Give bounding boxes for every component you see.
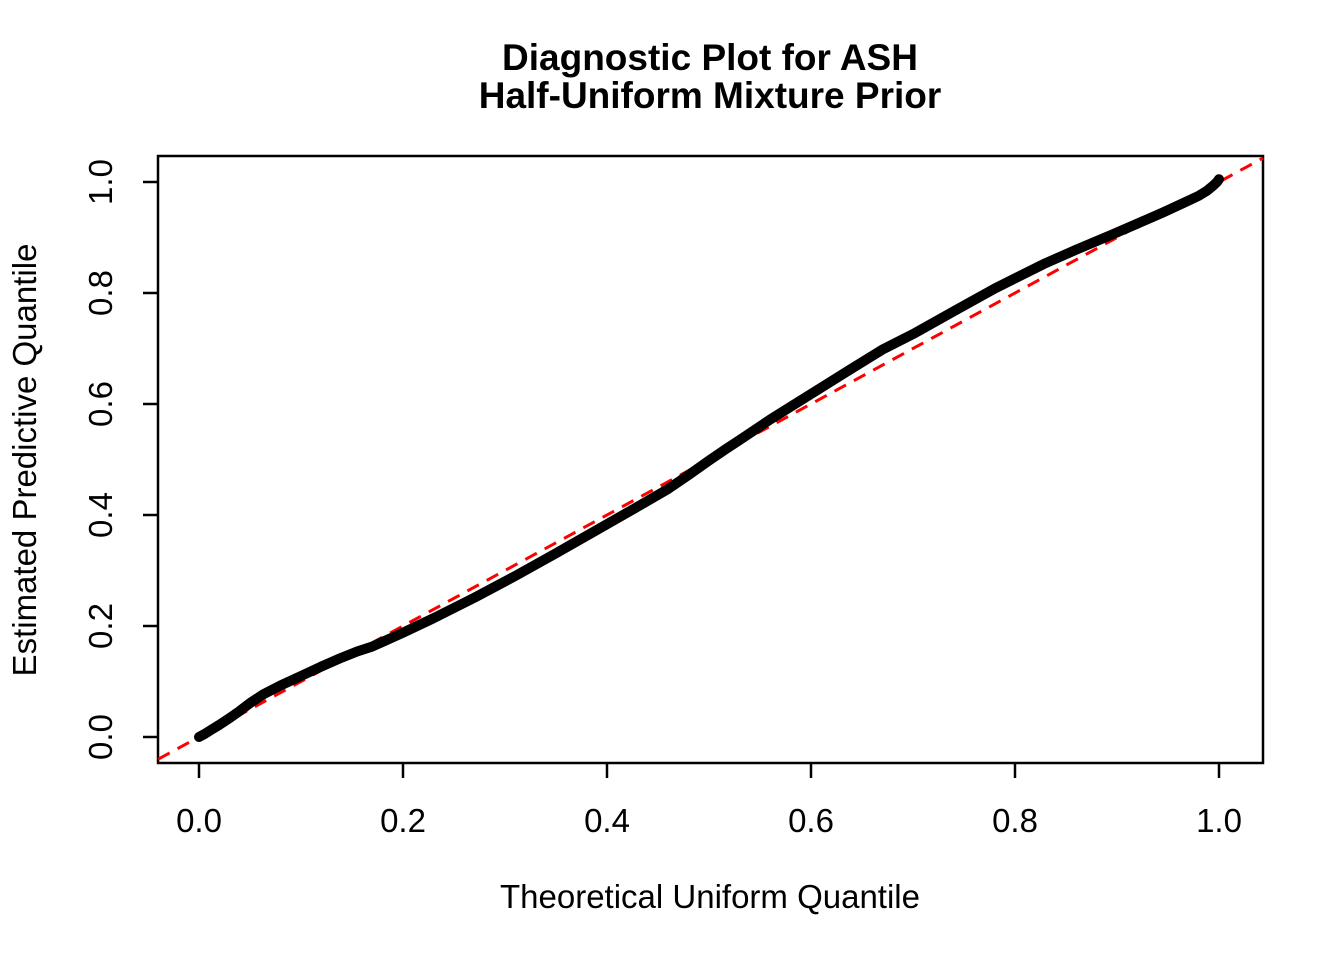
y-tick-label: 0.2 [82, 603, 119, 649]
plot-title-line2: Half-Uniform Mixture Prior [479, 75, 942, 116]
x-tick-label: 0.8 [992, 802, 1038, 839]
y-axis-title: Estimated Predictive Quantile [6, 244, 43, 677]
y-tick-label: 0.4 [82, 492, 119, 538]
y-tick-label: 0.6 [82, 381, 119, 427]
x-tick-label: 0.2 [380, 802, 426, 839]
y-tick-label: 0.8 [82, 270, 119, 316]
plot-title-line1: Diagnostic Plot for ASH [502, 37, 918, 78]
y-tick-label: 1.0 [82, 159, 119, 205]
plot-box [156, 154, 1265, 765]
x-axis-ticks: 0.0 0.2 0.4 0.6 0.8 1.0 [176, 763, 1242, 839]
y-tick-label: 0.0 [82, 714, 119, 760]
qq-curve [194, 174, 1224, 742]
y-axis-ticks: 0.0 0.2 0.4 0.6 0.8 1.0 [82, 159, 158, 760]
x-axis-title: Theoretical Uniform Quantile [500, 878, 920, 915]
x-tick-label: 0.6 [788, 802, 834, 839]
x-tick-label: 0.0 [176, 802, 222, 839]
x-tick-label: 1.0 [1196, 802, 1242, 839]
x-tick-label: 0.4 [584, 802, 630, 839]
